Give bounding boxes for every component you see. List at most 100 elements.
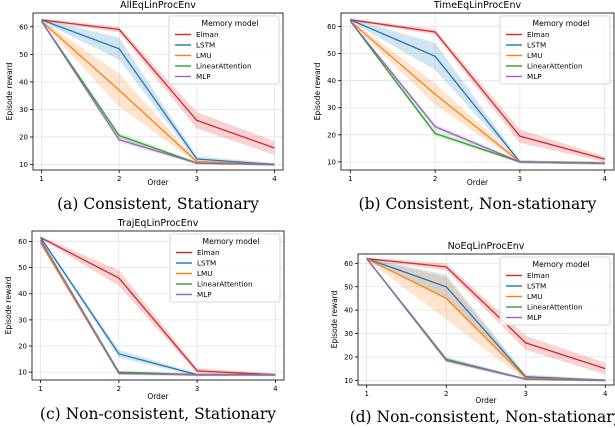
y-tick-label: 20 (19, 133, 28, 141)
legend-label-mlp: MLP (527, 313, 542, 322)
line-lstm (41, 19, 275, 166)
x-tick-label: 1 (365, 390, 369, 398)
line-mlp (349, 20, 605, 164)
y-tick-label: 60 (19, 23, 28, 31)
legend-label-linearattention: LinearAttention (197, 280, 253, 289)
x-tick-label: 4 (273, 385, 278, 393)
panel-title: TrajEqLinProcEnv (117, 218, 199, 229)
y-tick-label: 60 (344, 260, 353, 268)
y-tick-label: 10 (18, 369, 27, 377)
band-lmu (40, 240, 276, 377)
legend-title: Memory model (203, 237, 260, 246)
legend-title: Memory model (202, 19, 259, 28)
legend-label-elman: Elman (197, 248, 220, 257)
y-tick-label: 20 (18, 343, 27, 351)
plot-frame (340, 12, 615, 171)
line-mlp (40, 20, 275, 166)
legend-box (168, 15, 280, 85)
line-mlp (366, 258, 606, 381)
legend-title: Memory model (533, 260, 590, 269)
panel-caption: (a) Consistent, Stationary (57, 195, 259, 213)
x-tick-label: 3 (195, 385, 199, 393)
panel-caption: (b) Consistent, Non-stationary (359, 195, 597, 213)
x-axis-label: Order (147, 392, 169, 401)
line-elman (350, 19, 605, 160)
y-tick-label: 10 (344, 377, 353, 385)
x-tick-label: 4 (603, 390, 608, 398)
legend-label-elman: Elman (527, 271, 550, 280)
panel-title: TimeEqLinProcEnv (433, 0, 522, 11)
x-tick-label: 4 (272, 175, 277, 183)
y-tick-label: 20 (344, 353, 353, 361)
y-tick-label: 40 (18, 290, 27, 298)
y-tick-label: 10 (19, 161, 28, 169)
line-lmu (41, 20, 275, 166)
plot-frame (32, 12, 284, 171)
panel-title: NoEqLinProcEnv (448, 241, 525, 252)
panel-caption: (c) Non-consistent, Stationary (40, 405, 276, 423)
panel-timeEqLinProcEnv: 10 20 30 40 50 60 1 2 3 4 Memory model Elman LSTMLMU… (313, 0, 615, 213)
y-tick-label: 50 (19, 51, 28, 59)
legend-box (499, 256, 611, 326)
x-tick-label: 2 (117, 385, 121, 393)
y-tick-label: 30 (327, 104, 336, 112)
x-axis-label: Order (467, 178, 489, 187)
x-tick-label: 3 (195, 175, 199, 183)
y-tick-label: 60 (327, 23, 336, 31)
legend-label-lmu: LMU (196, 51, 211, 60)
panel-allEqLinProcEnv: 10 20 30 40 50 60 1 2 3 4 Memory model Elman LSTMLMU… (5, 0, 284, 213)
legend-label-linearattention: LinearAttention (527, 303, 583, 312)
y-tick-label: 10 (327, 158, 336, 166)
x-axis-label: Order (475, 396, 497, 405)
band-elman (41, 18, 275, 155)
panel-title: AllEqLinProcEnv (120, 0, 196, 11)
x-axis-label: Order (147, 178, 169, 187)
y-tick-label: 50 (327, 50, 336, 58)
y-tick-label: 50 (344, 283, 353, 291)
y-axis-label: Episode reward (4, 276, 13, 334)
legend-label-lstm: LSTM (197, 259, 216, 268)
plot-frame (31, 230, 285, 381)
legend-label-mlp: MLP (197, 290, 212, 299)
panel-caption: (d) Non-consistent, Non-stationary (350, 408, 615, 426)
legend-label-mlp: MLP (527, 72, 542, 81)
legend-label-lmu: LMU (197, 269, 212, 278)
legend-label-lmu: LMU (527, 292, 542, 301)
legend-label-elman: Elman (527, 30, 550, 39)
line-elman (366, 258, 606, 370)
band-elman (366, 257, 606, 375)
plot-frame (357, 253, 615, 386)
legend-label-mlp: MLP (196, 72, 211, 81)
band-lstm (40, 236, 276, 377)
x-tick-label: 2 (117, 175, 121, 183)
panel-noEqLinProcEnv: 10 20 30 40 50 60 1 2 3 4 Memory model Elman LSTMLMU… (330, 241, 615, 426)
legend-box (499, 15, 611, 85)
x-tick-label: 3 (524, 390, 528, 398)
x-tick-label: 2 (433, 175, 437, 183)
y-tick-label: 30 (18, 316, 27, 324)
x-tick-label: 3 (518, 175, 522, 183)
y-tick-label: 50 (18, 264, 27, 272)
panel-trajEqLinProcEnv: 10 20 30 40 50 60 1 2 3 4 Memory model Elman LSTMLMU… (4, 218, 285, 423)
legend-label-linearattention: LinearAttention (527, 62, 583, 71)
y-tick-label: 40 (327, 77, 336, 85)
legend-label-lmu: LMU (527, 51, 542, 60)
band-lstm (350, 18, 605, 165)
band-elman (40, 236, 276, 377)
x-tick-label: 4 (602, 175, 607, 183)
legend-label-linearattention: LinearAttention (196, 62, 252, 71)
line-elman (41, 19, 275, 149)
y-tick-label: 30 (19, 106, 28, 114)
y-axis-label: Episode reward (330, 290, 339, 348)
legend-label-lstm: LSTM (196, 41, 215, 50)
legend-title: Memory model (533, 19, 590, 28)
y-tick-label: 30 (344, 330, 353, 338)
y-tick-label: 60 (18, 238, 27, 246)
y-tick-label: 40 (19, 78, 28, 86)
y-tick-label: 40 (344, 307, 353, 315)
